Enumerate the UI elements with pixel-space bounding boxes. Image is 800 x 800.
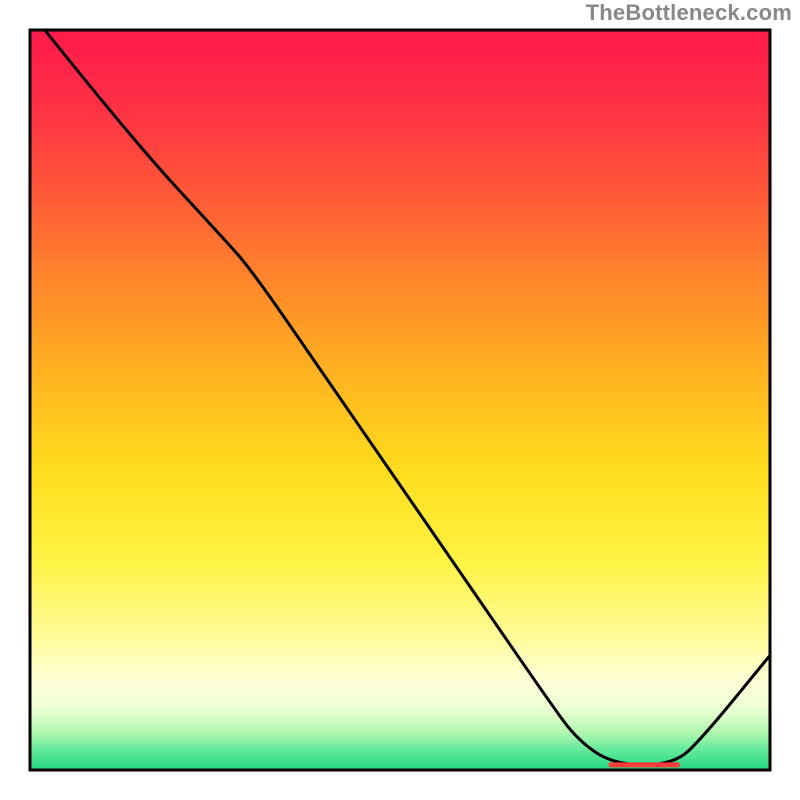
chart-container: TheBottleneck.com [0, 0, 800, 800]
source-watermark: TheBottleneck.com [586, 0, 792, 26]
chart-svg [0, 0, 800, 800]
chart-gradient-bg [30, 30, 770, 770]
